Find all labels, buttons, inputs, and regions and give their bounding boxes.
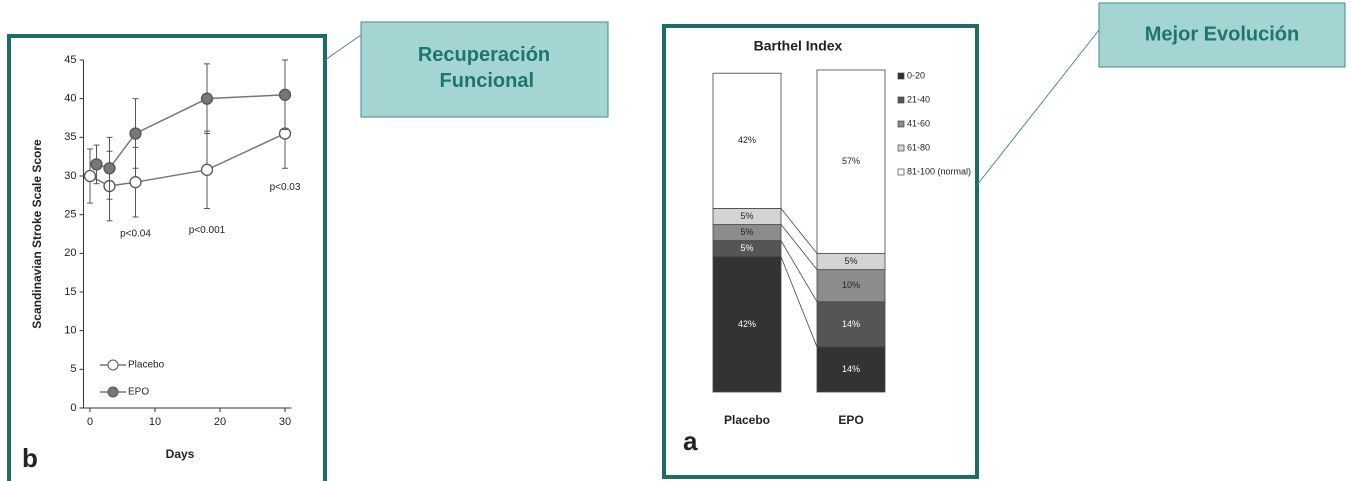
- y-tick-label: 20: [64, 247, 76, 259]
- value-label: 10%: [842, 280, 860, 290]
- x-tick-label: 0: [87, 416, 93, 428]
- connector: [780, 208, 818, 254]
- legend-label: 41-60: [907, 118, 930, 128]
- point: [90, 158, 103, 171]
- x-tick-label: EPO: [838, 413, 863, 427]
- legend-label: EPO: [128, 387, 149, 398]
- point: [200, 163, 214, 176]
- x-tick-label: 30: [279, 416, 291, 428]
- legend-swatch: [897, 120, 905, 128]
- value-label: 14%: [842, 319, 860, 329]
- y-tick-label: 40: [64, 93, 76, 105]
- legend-swatch: [897, 144, 905, 152]
- value-label: 5%: [740, 211, 753, 221]
- series-line: [96, 94, 286, 170]
- value-label: 5%: [740, 227, 753, 237]
- point: [200, 92, 214, 105]
- frame: [7, 34, 327, 481]
- panel-label: a: [683, 426, 698, 456]
- panel-label: b: [22, 443, 38, 473]
- legend-marker: [107, 386, 119, 398]
- legend-label: 21-40: [907, 94, 930, 104]
- value-label: 42%: [738, 319, 756, 329]
- point: [129, 127, 142, 140]
- callout-text: Mejor Evolución: [1145, 23, 1299, 45]
- annotation: p<0.03: [270, 182, 301, 193]
- y-tick-label: 5: [70, 363, 76, 375]
- point: [278, 88, 292, 101]
- x-axis-label: Days: [166, 447, 195, 461]
- callout-text: Recuperación Funcional: [418, 44, 550, 92]
- point: [129, 176, 142, 189]
- connector: [780, 224, 818, 270]
- bar-segment: [816, 301, 886, 348]
- legend-label: 0-20: [907, 70, 925, 80]
- value-label: 5%: [844, 256, 857, 266]
- bar-segment: [816, 269, 886, 303]
- frame: [662, 24, 979, 479]
- legend-swatch: [897, 96, 905, 104]
- legend-swatch: [897, 72, 905, 80]
- x-tick-label: 10: [149, 416, 161, 428]
- y-tick-label: 15: [64, 286, 76, 298]
- y-tick-label: 45: [64, 54, 76, 66]
- legend-label: 81-100 (normal): [907, 166, 971, 176]
- y-tick-label: 25: [64, 209, 76, 221]
- point: [83, 169, 97, 183]
- value-label: 5%: [740, 243, 753, 253]
- annotation: p<0.001: [189, 225, 226, 236]
- series-line: [89, 132, 286, 187]
- value-label: 14%: [842, 364, 860, 374]
- x-tick-label: 20: [214, 416, 226, 428]
- legend-label: 61-80: [907, 142, 930, 152]
- y-axis-label: Scandinavian Stroke Scale Score: [30, 139, 44, 329]
- legend-label: Placebo: [128, 360, 165, 371]
- y-tick-label: 30: [64, 170, 76, 182]
- chart-title: Barthel Index: [754, 38, 843, 54]
- x-tick-label: Placebo: [724, 413, 770, 427]
- value-label: 42%: [738, 135, 756, 145]
- legend-marker: [107, 359, 119, 371]
- point: [103, 162, 116, 175]
- callout-box: [1098, 2, 1346, 68]
- callout-line: [976, 29, 1100, 186]
- y-tick-label: 0: [70, 402, 76, 414]
- connector: [780, 256, 818, 348]
- callout-line: [324, 34, 362, 61]
- bar-segment: [712, 72, 782, 209]
- bar-segment: [816, 69, 886, 254]
- bar-segment: [816, 346, 886, 393]
- legend-swatch: [897, 168, 905, 176]
- value-label: 57%: [842, 156, 860, 166]
- connector: [780, 240, 818, 303]
- annotation: p<0.04: [120, 229, 151, 240]
- y-tick-label: 10: [64, 325, 76, 337]
- callout-box: [360, 21, 609, 118]
- y-tick-label: 35: [64, 131, 76, 143]
